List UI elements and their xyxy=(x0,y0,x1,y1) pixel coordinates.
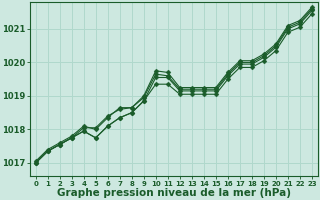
X-axis label: Graphe pression niveau de la mer (hPa): Graphe pression niveau de la mer (hPa) xyxy=(57,188,291,198)
